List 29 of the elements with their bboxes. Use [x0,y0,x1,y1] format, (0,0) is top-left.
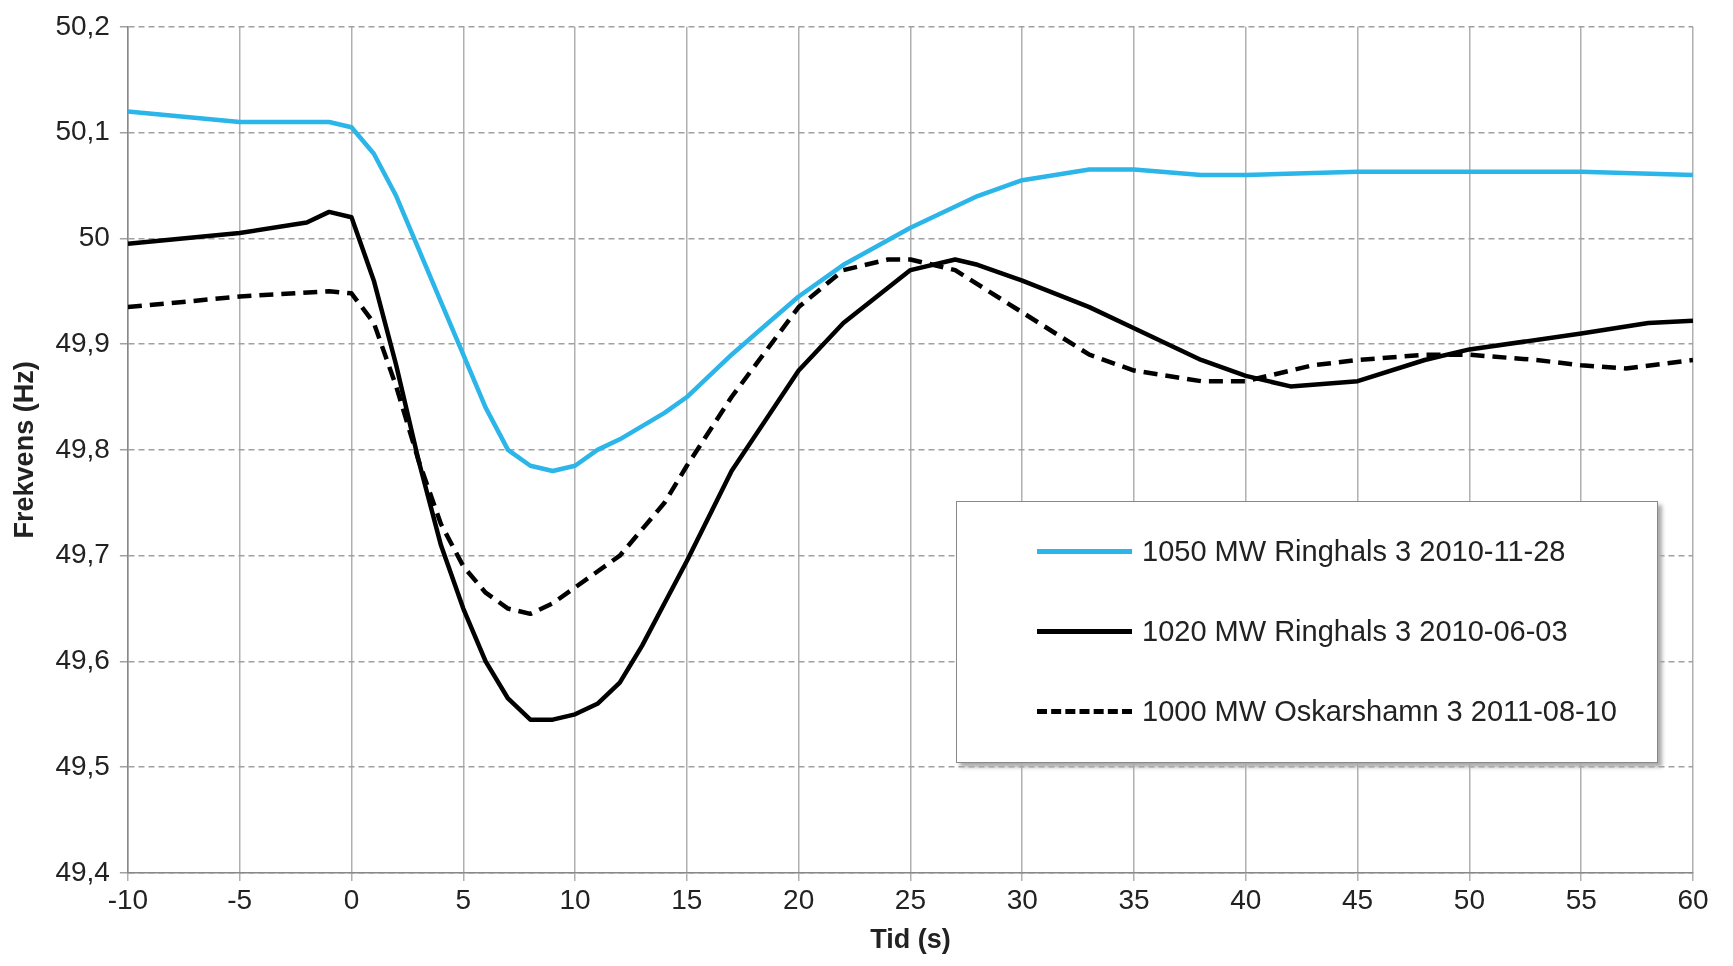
x-tick-label: -5 [227,883,253,915]
x-tick-label: -10 [107,883,149,915]
y-tick-label: 49,8 [55,432,110,464]
y-tick-label: 50,2 [55,9,110,41]
y-tick-label: 50,1 [55,115,110,147]
x-tick-label: 10 [559,883,591,915]
legend-label: 1020 MW Ringhals 3 2010-06-03 [1142,615,1568,649]
x-tick-label: 15 [671,883,703,915]
y-tick-label: 49,5 [55,749,110,781]
x-axis-title: Tid (s) [870,924,951,955]
x-tick-label: 45 [1342,883,1374,915]
y-tick-label: 50 [78,221,110,253]
y-tick-label: 49,7 [55,538,110,570]
legend-label: 1000 MW Oskarshamn 3 2011-08-10 [1142,695,1617,729]
x-tick-label: 55 [1565,883,1597,915]
x-tick-label: 25 [894,883,927,915]
y-tick-label: 49,4 [55,855,110,887]
x-tick-label: 20 [783,883,815,915]
y-tick-label: 49,6 [55,644,110,676]
y-tick-label: 49,9 [55,326,110,358]
x-tick-label: 0 [343,883,360,915]
x-tick-label: 30 [1006,883,1038,915]
x-tick-label: 50 [1453,883,1485,915]
x-tick-label: 5 [455,883,472,915]
y-axis-title: Frekvens (Hz) [8,361,39,539]
x-tick-label: 60 [1677,883,1709,915]
legend-label: 1050 MW Ringhals 3 2010-11-28 [1142,535,1566,569]
x-tick-label: 35 [1118,883,1150,915]
x-tick-label: 40 [1230,883,1262,915]
